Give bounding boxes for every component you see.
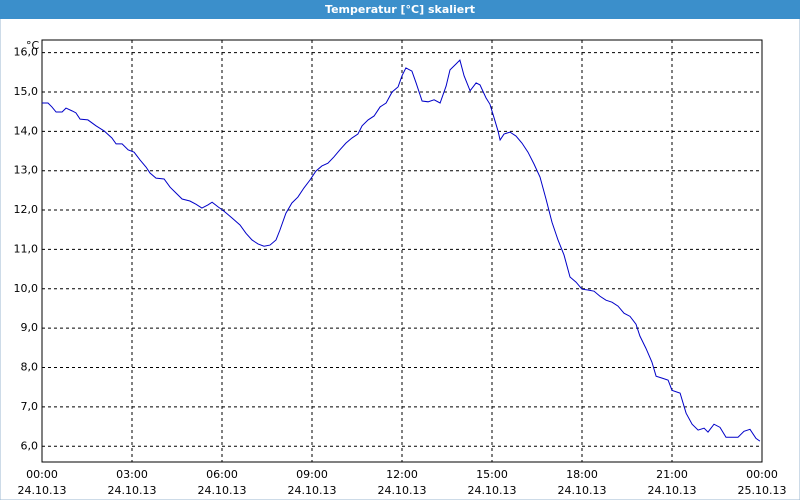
x-tick-label: 15:00 — [476, 468, 508, 481]
y-tick-label: 10,0 — [14, 282, 39, 295]
x-tick-date: 24.10.13 — [108, 484, 157, 497]
y-tick-label: 11,0 — [14, 242, 39, 255]
x-tick-label: 18:00 — [566, 468, 598, 481]
y-tick-label: 13,0 — [14, 164, 39, 177]
y-tick-label: 6,0 — [21, 439, 39, 452]
x-tick-date: 24.10.13 — [198, 484, 247, 497]
y-tick-label: 15,0 — [14, 85, 39, 98]
x-tick-date: 24.10.13 — [18, 484, 67, 497]
data-line — [42, 59, 761, 442]
y-tick-label: 9,0 — [21, 321, 39, 334]
x-tick-label: 03:00 — [116, 468, 148, 481]
x-tick-label: 09:00 — [296, 468, 328, 481]
y-tick-label: 8,0 — [21, 361, 39, 374]
x-tick-date: 24.10.13 — [468, 484, 517, 497]
x-tick-label: 06:00 — [206, 468, 238, 481]
y-unit: °C — [26, 39, 40, 52]
x-tick-date: 24.10.13 — [288, 484, 337, 497]
chart-title: Temperatur [°C] skaliert — [325, 3, 475, 16]
x-tick-label: 12:00 — [386, 468, 418, 481]
y-tick-label: 14,0 — [14, 124, 39, 137]
title-bar — [0, 0, 800, 19]
x-tick-date: 24.10.13 — [378, 484, 427, 497]
plot-frame — [41, 39, 763, 463]
x-tick-label: 00:00 — [26, 468, 58, 481]
x-tick-date: 24.10.13 — [648, 484, 697, 497]
x-tick-label: 00:00 — [746, 468, 778, 481]
x-tick-date: 24.10.13 — [558, 484, 607, 497]
x-tick-date: 25.10.13 — [738, 484, 787, 497]
y-tick-label: 7,0 — [21, 400, 39, 413]
x-tick-label: 21:00 — [656, 468, 688, 481]
y-tick-label: 16,0 — [14, 46, 39, 59]
y-tick-label: 12,0 — [14, 203, 39, 216]
